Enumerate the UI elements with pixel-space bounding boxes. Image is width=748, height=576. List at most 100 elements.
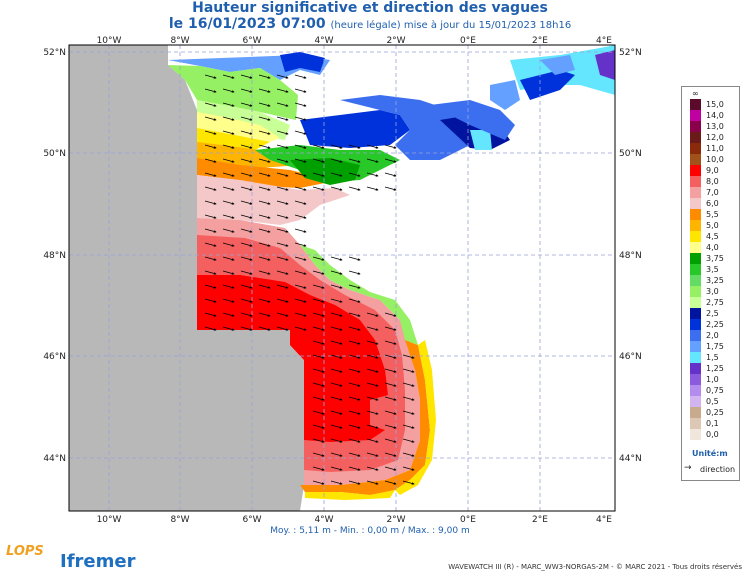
lat-label-right: 44°N bbox=[619, 454, 642, 464]
direction-arrow bbox=[240, 200, 253, 205]
direction-arrow bbox=[222, 270, 235, 275]
lat-label-left: 52°N bbox=[43, 48, 66, 58]
direction-arrow bbox=[312, 452, 325, 457]
legend-swatch bbox=[690, 374, 701, 385]
lon-label-bottom: 2°E bbox=[532, 515, 548, 525]
direction-arrow bbox=[312, 256, 325, 261]
lon-label-bottom: 4°W bbox=[314, 515, 333, 525]
legend-swatch bbox=[690, 407, 701, 418]
lon-label-top: 0°E bbox=[460, 36, 476, 46]
legend-swatch bbox=[690, 275, 701, 286]
direction-arrow bbox=[204, 158, 217, 163]
direction-arrow bbox=[384, 144, 397, 149]
direction-arrow bbox=[222, 200, 235, 205]
lon-label-bottom: 6°W bbox=[242, 515, 261, 525]
direction-arrow bbox=[240, 186, 253, 191]
direction-arrow bbox=[366, 410, 379, 415]
legend-swatch bbox=[690, 352, 701, 363]
direction-arrow bbox=[258, 284, 271, 289]
direction-arrow bbox=[366, 382, 379, 387]
direction-arrow bbox=[312, 144, 325, 149]
direction-arrow bbox=[366, 340, 379, 345]
direction-arrow bbox=[294, 326, 307, 331]
legend-label: 3,75 bbox=[706, 254, 724, 263]
lon-label-top: 4°W bbox=[314, 36, 333, 46]
legend-label: 9,0 bbox=[706, 166, 719, 175]
direction-arrow bbox=[294, 186, 307, 191]
direction-arrow bbox=[312, 284, 325, 289]
direction-arrow bbox=[276, 214, 289, 219]
direction-arrow bbox=[294, 158, 307, 163]
direction-arrow bbox=[258, 186, 271, 191]
lon-label-bottom: 0°E bbox=[460, 515, 476, 525]
direction-arrow bbox=[294, 228, 307, 233]
direction-arrow bbox=[222, 298, 235, 303]
lat-label-right: 46°N bbox=[619, 352, 642, 362]
lon-label-top: 8°W bbox=[170, 36, 189, 46]
direction-arrow bbox=[384, 354, 397, 359]
wave-height-legend: ∞ 15,0 14,0 13,0 12,0 11,0 10,0 9,0 8,0 7,0 6,0 5,… bbox=[681, 86, 740, 481]
legend-label: 1,5 bbox=[706, 353, 719, 362]
direction-arrow bbox=[258, 116, 271, 121]
direction-arrow bbox=[240, 130, 253, 135]
legend-swatch bbox=[690, 231, 701, 242]
legend-swatch bbox=[690, 253, 701, 264]
legend-swatch bbox=[690, 286, 701, 297]
direction-arrow bbox=[348, 256, 361, 261]
direction-arrow bbox=[330, 410, 343, 415]
legend-label: 10,0 bbox=[706, 155, 724, 164]
direction-arrow bbox=[276, 270, 289, 275]
direction-arrow bbox=[330, 354, 343, 359]
direction-arrow bbox=[348, 354, 361, 359]
direction-arrow bbox=[276, 200, 289, 205]
direction-arrow bbox=[312, 480, 325, 485]
direction-arrow bbox=[258, 312, 271, 317]
direction-arrow bbox=[204, 186, 217, 191]
direction-arrow bbox=[240, 74, 253, 79]
legend-label: 0,75 bbox=[706, 386, 724, 395]
direction-arrow bbox=[312, 172, 325, 177]
lon-label-bottom: 10°W bbox=[97, 515, 122, 525]
direction-arrow bbox=[240, 256, 253, 261]
direction-arrow bbox=[276, 74, 289, 79]
direction-arrow bbox=[258, 74, 271, 79]
direction-arrow bbox=[294, 270, 307, 275]
forecast-date: le 16/01/2023 07:00 bbox=[168, 16, 326, 32]
legend-label: 5,5 bbox=[706, 210, 719, 219]
direction-arrow bbox=[294, 74, 307, 79]
direction-arrow bbox=[222, 326, 235, 331]
direction-arrow bbox=[312, 326, 325, 331]
direction-arrow bbox=[402, 452, 415, 457]
lon-label-top: 4°E bbox=[596, 36, 612, 46]
direction-arrow bbox=[204, 88, 217, 93]
map-date-line: le 16/01/2023 07:00 (heure légale) mise … bbox=[0, 16, 740, 32]
direction-arrow bbox=[348, 144, 361, 149]
legend-label: 4,5 bbox=[706, 232, 719, 241]
footer-credits: WAVEWATCH III (R) - MARC_WW3-NORGAS-2M -… bbox=[448, 563, 742, 571]
direction-arrow bbox=[204, 74, 217, 79]
direction-arrow bbox=[348, 368, 361, 373]
direction-arrow bbox=[402, 480, 415, 485]
direction-arrow bbox=[222, 284, 235, 289]
direction-arrow bbox=[258, 172, 271, 177]
legend-swatch bbox=[690, 220, 701, 231]
legend-label: 6,0 bbox=[706, 199, 719, 208]
legend-swatch bbox=[690, 308, 701, 319]
direction-arrow bbox=[330, 368, 343, 373]
direction-arrow bbox=[294, 256, 307, 261]
direction-arrow bbox=[348, 340, 361, 345]
direction-arrow bbox=[222, 186, 235, 191]
direction-arrow bbox=[294, 144, 307, 149]
legend-swatch bbox=[690, 418, 701, 429]
direction-arrow bbox=[402, 410, 415, 415]
direction-arrow bbox=[384, 382, 397, 387]
direction-arrow bbox=[330, 424, 343, 429]
direction-arrow bbox=[366, 480, 379, 485]
direction-arrow bbox=[258, 102, 271, 107]
direction-arrow bbox=[204, 102, 217, 107]
direction-arrow bbox=[330, 158, 343, 163]
legend-label: 2,75 bbox=[706, 298, 724, 307]
lon-label-top: 2°E bbox=[532, 36, 548, 46]
direction-arrow bbox=[348, 186, 361, 191]
direction-arrow bbox=[366, 396, 379, 401]
